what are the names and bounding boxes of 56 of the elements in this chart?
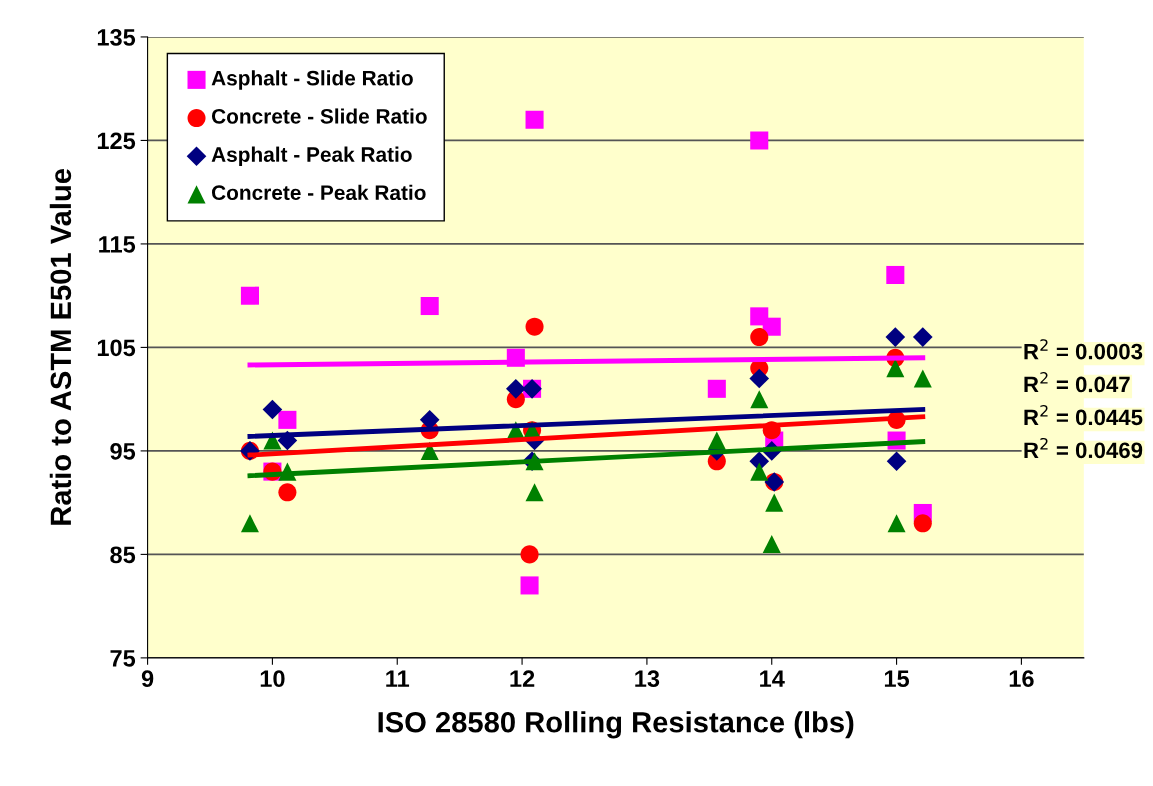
- point: [886, 359, 905, 378]
- y-axis-title: Ratio to ASTM E501 Value: [49, 169, 72, 525]
- y-tick-label: 85: [110, 546, 136, 564]
- legend-label: Asphalt - Peak Ratio: [211, 146, 412, 166]
- x-tick-label: 14: [760, 670, 785, 687]
- point: [419, 410, 440, 430]
- point: [886, 451, 907, 472]
- point: [762, 317, 781, 336]
- point: [278, 410, 297, 429]
- legend-label: Concrete - Peak Ratio: [211, 184, 426, 201]
- y-tick-label: 75: [110, 650, 136, 667]
- point: [278, 483, 297, 502]
- point: [913, 369, 932, 388]
- y-tick-label: 125: [97, 132, 136, 150]
- point: [750, 328, 769, 347]
- point: [886, 265, 905, 284]
- x-tick-label: 9: [141, 670, 154, 688]
- point: [765, 493, 784, 512]
- point: [525, 483, 544, 502]
- point: [506, 378, 526, 399]
- x-axis-title: ISO 28580 Rolling Resistance (lbs): [378, 711, 854, 739]
- point: [749, 368, 770, 389]
- x-tick-label: 13: [635, 670, 660, 688]
- point: [707, 431, 726, 450]
- point: [707, 379, 726, 398]
- point: [887, 514, 906, 533]
- point: [262, 399, 283, 420]
- x-tick-label: 15: [884, 670, 910, 688]
- point: [520, 545, 539, 564]
- y-tick-label: 95: [110, 442, 136, 460]
- point: [525, 317, 544, 336]
- annotation: R$^{2}$ = 0.047: [1024, 372, 1130, 393]
- point: [913, 514, 932, 533]
- point: [750, 131, 769, 150]
- point: [885, 327, 906, 347]
- x-tick-label: 10: [260, 670, 285, 688]
- y-tick-label: 105: [97, 339, 136, 357]
- x-tick-label: 11: [386, 670, 410, 687]
- point: [520, 576, 539, 595]
- point: [240, 286, 259, 305]
- annotation: R$^{2}$ = 0.0469: [1024, 437, 1143, 459]
- annotation: R$^{2}$ = 0.0003: [1024, 339, 1143, 360]
- legend-label: Asphalt - Slide Ratio: [211, 70, 413, 90]
- y-tick-label: 135: [97, 29, 136, 46]
- point: [762, 535, 781, 554]
- point: [912, 327, 933, 347]
- annotation: R$^{2}$ = 0.0445: [1024, 404, 1143, 426]
- point: [420, 296, 439, 316]
- y-tick-label: 115: [99, 236, 136, 253]
- point: [750, 390, 769, 409]
- x-tick-label: 12: [510, 670, 535, 687]
- point: [240, 514, 259, 533]
- point: [525, 110, 544, 129]
- legend-label: Concrete - Slide Ratio: [211, 108, 427, 124]
- point: [750, 462, 769, 481]
- x-tick-label: 16: [1009, 670, 1034, 688]
